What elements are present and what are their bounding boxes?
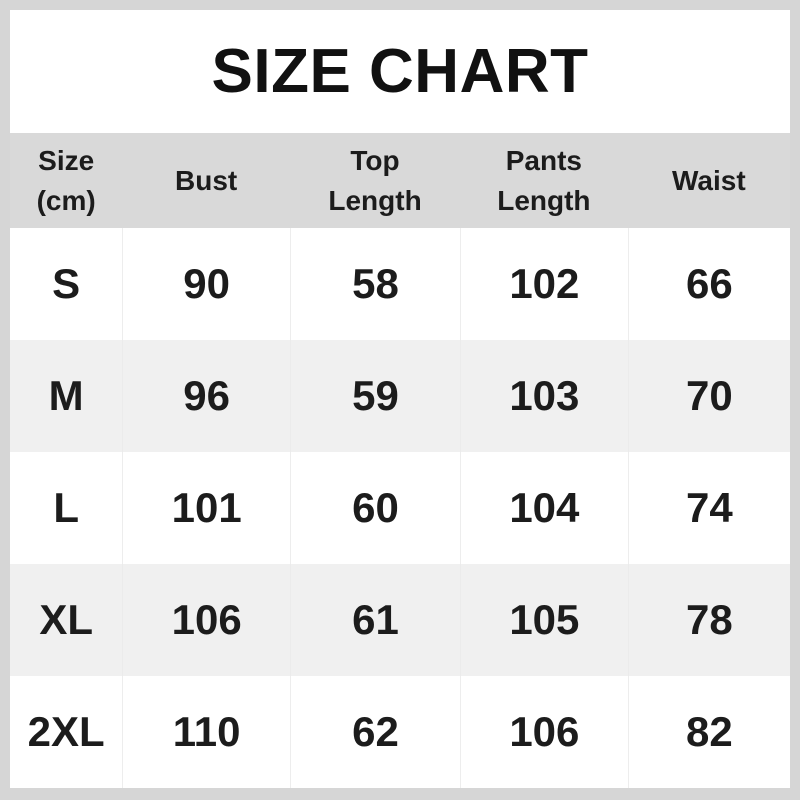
pants-length-value-cell: 105 bbox=[509, 596, 580, 643]
waist-value-cell: 74 bbox=[627, 452, 790, 564]
column-header-label: Bust bbox=[175, 164, 238, 196]
column-header-label: Pants Length bbox=[497, 145, 591, 216]
bust-value-cell: 96 bbox=[183, 372, 231, 419]
bust-value-cell: 110 bbox=[122, 676, 290, 788]
column-header-bust: Bust bbox=[122, 133, 290, 228]
column-header-label: Waist bbox=[672, 164, 746, 196]
pants-length-value-cell: 102 bbox=[460, 228, 628, 340]
column-header-label: Top Length bbox=[328, 145, 422, 216]
table-row-s: S 90 58 102 66 bbox=[10, 228, 790, 340]
page-title: SIZE CHART bbox=[211, 37, 589, 106]
pants-length-value-cell: 106 bbox=[460, 676, 628, 788]
top-length-value-cell: 60 bbox=[290, 452, 460, 564]
table-header-row: Size (cm) Bust Top Length Pants Length W… bbox=[10, 133, 790, 228]
table-row-m: M 96 59 103 70 bbox=[10, 340, 790, 452]
waist-value-cell: 70 bbox=[686, 372, 733, 419]
bust-value-cell: 106 bbox=[171, 596, 242, 643]
column-header-waist: Waist bbox=[628, 133, 790, 228]
size-chart-card: SIZE CHART Size (cm) Bust Top Length Pan… bbox=[10, 10, 790, 788]
column-header-pants-length: Pants Length bbox=[460, 133, 628, 228]
size-label-cell: XL bbox=[39, 596, 93, 643]
table-row-l: L 101 60 104 74 bbox=[10, 452, 790, 564]
pants-length-value-cell: 104 bbox=[460, 452, 628, 564]
top-length-value-cell: 61 bbox=[352, 596, 399, 643]
bust-value-cell: 101 bbox=[122, 452, 290, 564]
column-header-label: Size (cm) bbox=[36, 145, 96, 216]
size-label-cell: L bbox=[53, 484, 79, 531]
waist-value-cell: 82 bbox=[627, 676, 790, 788]
title-area: SIZE CHART bbox=[10, 10, 790, 133]
bust-value-cell: 90 bbox=[122, 228, 290, 340]
top-length-value-cell: 62 bbox=[290, 676, 460, 788]
waist-value-cell: 66 bbox=[627, 228, 790, 340]
size-table: Size (cm) Bust Top Length Pants Length W… bbox=[10, 133, 790, 788]
size-label-cell: 2XL bbox=[27, 708, 105, 755]
table-row-xl: XL 106 61 105 78 bbox=[10, 564, 790, 676]
column-header-size: Size (cm) bbox=[10, 133, 122, 228]
column-header-top-length: Top Length bbox=[290, 133, 460, 228]
size-label-cell: M bbox=[48, 372, 84, 419]
waist-value-cell: 78 bbox=[686, 596, 733, 643]
top-length-value-cell: 58 bbox=[290, 228, 460, 340]
top-length-value-cell: 59 bbox=[352, 372, 399, 419]
pants-length-value-cell: 103 bbox=[509, 372, 580, 419]
size-label-cell: S bbox=[52, 260, 81, 307]
table-row-2xl: 2XL 110 62 106 82 bbox=[10, 676, 790, 788]
